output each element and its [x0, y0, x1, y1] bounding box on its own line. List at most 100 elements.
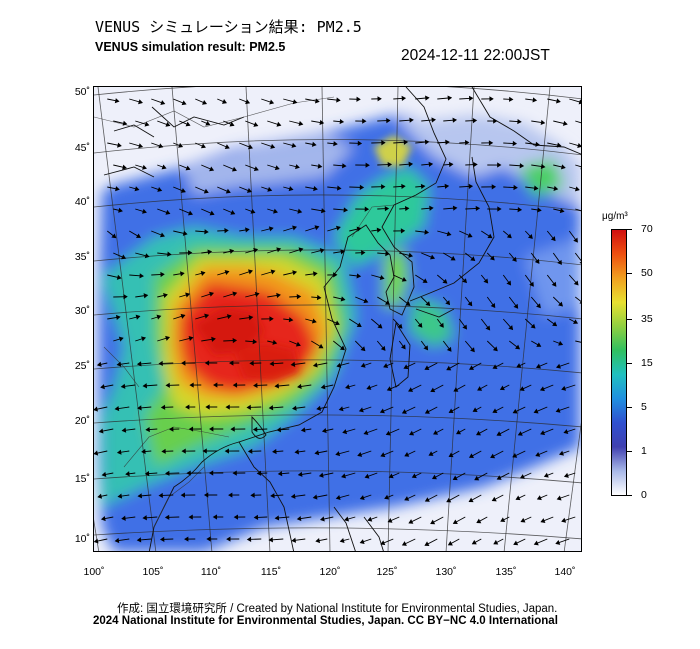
wind-arrowhead [208, 470, 214, 476]
wind-arrowhead [452, 519, 458, 525]
wind-arrowhead [341, 473, 347, 479]
wind-arrowhead [224, 448, 229, 454]
wind-arrowhead [117, 142, 122, 148]
wind-arrowhead [122, 164, 127, 170]
wind-arrowhead [340, 296, 346, 302]
lat-label-20: 20˚ [74, 415, 90, 427]
wind-arrowhead [229, 248, 235, 254]
wind-arrowhead [298, 247, 304, 253]
wind-arrowhead [452, 475, 458, 481]
lon-label-140: 140˚ [554, 566, 576, 578]
wind-arrowhead [296, 515, 302, 522]
wind-arrowhead [96, 361, 102, 367]
wind-arrowhead [142, 383, 148, 389]
wind-arrowhead [493, 539, 499, 545]
wind-arrowhead [477, 386, 483, 391]
wind-arrowhead [377, 323, 383, 329]
wind-arrowhead [159, 536, 165, 542]
wind-arrowhead [288, 317, 294, 323]
wind-arrowhead [228, 492, 233, 498]
wind-arrowhead [468, 497, 474, 503]
wind-arrowhead [550, 236, 556, 242]
wind-arrowhead [408, 252, 414, 258]
wind-arrowhead [520, 517, 526, 523]
wind-arrowhead [430, 254, 436, 260]
wind-arrowhead [116, 274, 122, 280]
wind-arrowhead [411, 473, 417, 479]
wind-arrowhead [448, 161, 454, 168]
wind-arrowhead [101, 471, 107, 477]
colorbar [611, 229, 627, 496]
wind-arrowhead [138, 143, 144, 149]
wind-arrowhead [250, 492, 255, 498]
wind-arrowhead [94, 406, 98, 412]
lon-label-100: 100˚ [83, 566, 105, 578]
wind-arrowhead [321, 427, 327, 434]
wind-arrowhead [226, 536, 231, 542]
wind-arrowhead [136, 361, 142, 367]
wind-arrowhead [247, 144, 253, 150]
wind-arrowhead [379, 408, 385, 414]
wind-arrowhead [94, 450, 99, 456]
wind-arrowhead [519, 386, 525, 391]
wind-arrowhead [312, 362, 318, 368]
timestamp: 2024-12-11 22:00JST [401, 47, 550, 64]
lat-label-25: 25˚ [74, 360, 90, 372]
wind-arrowhead [160, 271, 165, 278]
wind-arrowhead [246, 404, 251, 410]
wind-arrowhead [401, 276, 407, 282]
wind-arrowhead [100, 384, 105, 390]
colorbar-tick-mark [627, 407, 632, 408]
wind-arrowhead [274, 383, 279, 389]
colorbar-tick-0: 0 [641, 489, 647, 501]
wind-arrowhead [269, 316, 274, 322]
wind-arrowhead [160, 100, 166, 105]
colorbar-tick-mark [627, 451, 632, 452]
wind-arrowhead [335, 495, 341, 501]
wind-arrowhead [144, 253, 150, 259]
wind-arrowhead [230, 426, 235, 432]
license-line: 2024 National Institute for Environmenta… [93, 615, 558, 627]
wind-arrowhead [253, 382, 258, 389]
map-canvas [94, 87, 581, 551]
wind-arrowhead [381, 140, 386, 146]
wind-arrowhead [470, 347, 475, 353]
wind-arrowhead [536, 342, 542, 347]
wind-arrowhead [224, 269, 230, 275]
wind-arrowhead [361, 250, 366, 256]
wind-arrowhead [167, 251, 172, 257]
wind-arrowhead [313, 186, 318, 192]
wind-arrowhead [292, 225, 298, 231]
wind-arrowhead [268, 226, 274, 232]
wind-arrowhead [468, 183, 474, 189]
wind-arrowhead [446, 231, 452, 237]
wind-arrowhead [401, 183, 406, 190]
wind-arrowhead [334, 320, 340, 326]
wind-arrowhead [122, 120, 128, 126]
wind-arrowhead [139, 273, 144, 279]
wind-arrowhead [430, 387, 436, 393]
wind-arrowhead [529, 281, 534, 287]
lon-label-110: 110˚ [200, 566, 222, 578]
wind-arrowhead [439, 322, 444, 328]
wind-arrowhead [137, 405, 142, 411]
wind-arrowhead [120, 383, 126, 389]
colorbar-tick-mark [627, 495, 632, 496]
wind-arrowhead [294, 449, 300, 455]
lon-label-125: 125˚ [376, 566, 398, 578]
wind-arrowhead [232, 337, 238, 344]
wind-arrowhead [249, 360, 254, 366]
wind-arrowhead [291, 537, 297, 543]
wind-arrowhead [125, 471, 130, 477]
wind-arrowhead [467, 232, 473, 238]
wind-arrowhead [203, 492, 209, 498]
wind-arrowhead [453, 387, 459, 392]
wind-arrowhead [476, 518, 482, 524]
wind-arrowhead [272, 448, 277, 455]
wind-arrowhead [123, 294, 128, 300]
wind-arrowhead [492, 346, 498, 352]
wind-arrowhead [187, 210, 193, 216]
wind-arrowhead [158, 492, 163, 499]
wind-arrowhead [558, 340, 564, 346]
wind-arrowhead [253, 166, 259, 172]
